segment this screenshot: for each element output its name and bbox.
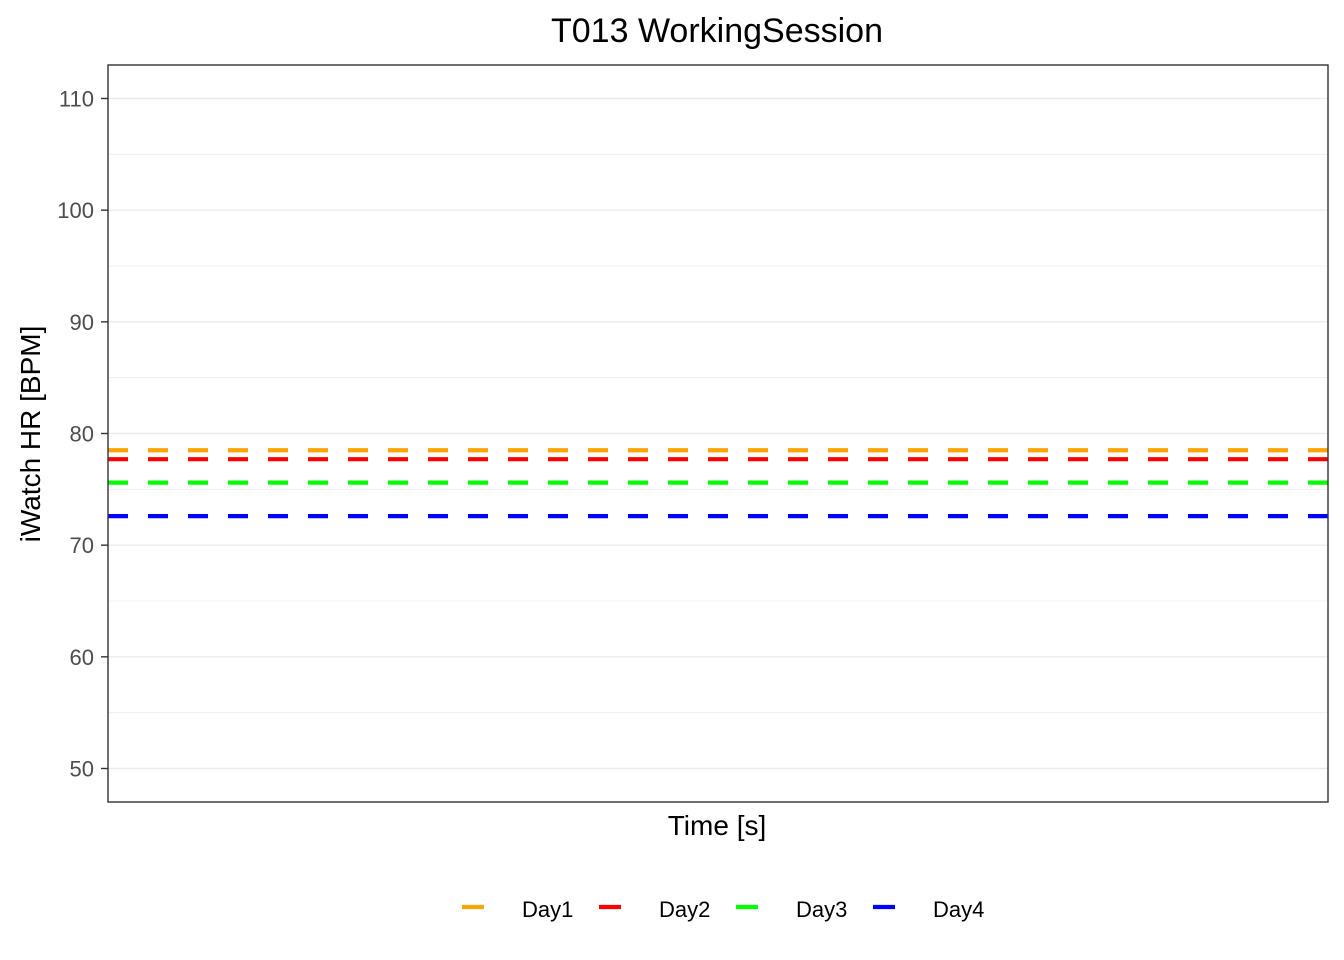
grid [108,97,1328,770]
chart-title: T013 WorkingSession [551,12,883,50]
y-tick-label: 90 [70,310,94,335]
x-axis-title: Time [s] [668,810,767,841]
y-axis: 50 60 70 80 90 100 110 [57,87,108,782]
series-lines [108,448,1328,519]
y-tick-label: 60 [70,645,94,670]
y-tick-label: 80 [70,422,94,447]
legend-label-day1: Day1 [522,897,573,922]
legend-label-day2: Day2 [659,897,710,922]
y-tick-label: 100 [57,198,94,223]
y-tick-label: 50 [70,757,94,782]
y-tick-label: 110 [59,87,94,112]
y-axis-title: iWatch HR [BPM] [15,326,46,543]
legend-label-day4: Day4 [933,897,984,922]
legend-label-day3: Day3 [796,897,847,922]
legend: Day1 Day2 Day3 Day4 [462,897,984,922]
y-tick-label: 70 [70,533,94,558]
